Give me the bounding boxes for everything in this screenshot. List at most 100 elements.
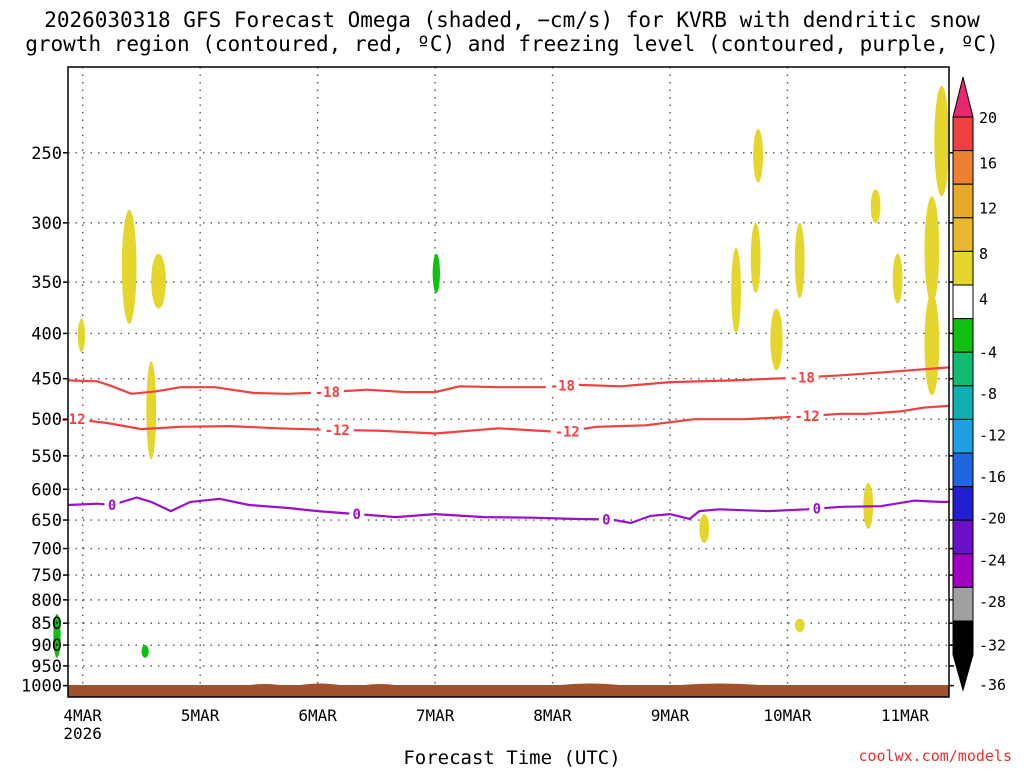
y-tick-label: 550: [31, 447, 62, 467]
terrain-bar: [68, 683, 949, 697]
colorbar-segment: [952, 183, 974, 219]
y-tick-label: 700: [31, 540, 62, 560]
colorbar-segment: [952, 217, 974, 252]
contour-label-bg: [320, 421, 354, 437]
y-tick-label: 350: [31, 273, 62, 293]
omega-shaded-region: [794, 618, 805, 633]
colorbar-segment: [952, 150, 974, 185]
contour-label: -12: [794, 409, 819, 425]
plot-frame: [67, 66, 950, 698]
y-tick-label: 800: [31, 591, 62, 611]
omega-shaded-region: [924, 292, 940, 396]
colorbar-segment: [952, 116, 974, 152]
colorbar-label: -16: [979, 468, 1006, 486]
x-tick-label: 7MAR: [416, 706, 455, 725]
colorbar-label: -24: [979, 551, 1006, 569]
x-tick-label: 11MAR: [881, 706, 930, 725]
chart-title: 2026030318 GFS Forecast Omega (shaded, −…: [0, 8, 1024, 56]
omega-shaded-region: [53, 614, 61, 658]
colorbar-label: -32: [979, 636, 1006, 654]
colorbar-segment: [952, 452, 974, 488]
y-tick-label: 1000: [21, 677, 62, 697]
colorbar-segment: [952, 250, 974, 286]
contour-label-bg: [790, 407, 824, 423]
colorbar-bottom-arrow: [952, 654, 974, 692]
colorbar-segment: [952, 553, 974, 588]
colorbar-label: 20: [979, 109, 997, 127]
omega-shaded-region: [432, 253, 440, 293]
y-tick-label: 750: [31, 566, 62, 586]
contour-label: -12: [555, 424, 580, 440]
x-tick-label: 10MAR: [763, 706, 812, 725]
colorbar-segment: [952, 586, 974, 622]
contour-label-bg: [785, 369, 819, 385]
colorbar-segment: [952, 486, 974, 521]
colorbar-label: -28: [979, 593, 1006, 611]
colorbar-segment: [952, 351, 974, 387]
contour-label-bg: [550, 423, 584, 439]
omega-shaded-region: [753, 128, 764, 183]
y-tick-label: 400: [31, 324, 62, 344]
colorbar-segment: [952, 284, 974, 320]
contour-label-bg: [104, 496, 120, 512]
x-axis-label: Forecast Time (UTC): [403, 747, 621, 769]
omega-shading: [53, 85, 949, 658]
colorbar-label: 12: [979, 200, 997, 218]
y-tick-label: 250: [31, 144, 62, 164]
y-tick-label: 300: [31, 214, 62, 234]
omega-shaded-region: [151, 253, 166, 309]
omega-shaded-region: [770, 308, 783, 371]
y-tick-label: 650: [31, 511, 62, 531]
contour-label: -12: [325, 423, 350, 439]
y-axis: 2503003504004505005506006507007508008509…: [21, 144, 954, 697]
colorbar-label: 4: [979, 290, 988, 308]
contour-label: -18: [550, 379, 575, 395]
x-tick-label: 8MAR: [533, 706, 572, 725]
omega-shaded-region: [731, 247, 741, 334]
contour-label: 0: [602, 512, 610, 528]
contour-label-bg: [545, 377, 579, 393]
colorbar-segment: [952, 385, 974, 420]
colorbar-segment: [952, 519, 974, 555]
colorbar-label: -8: [979, 385, 997, 403]
x-tick-label: 9MAR: [651, 706, 690, 725]
y-tick-label: 450: [31, 370, 62, 390]
y-tick-label: 850: [31, 614, 62, 634]
temperature-contours: -18 -18 -18 -12 -12 -12 -12 0 0 0 0: [56, 366, 950, 528]
contour-label-bg: [809, 500, 825, 516]
y-tick-label: 600: [31, 480, 62, 500]
omega-shaded-region: [121, 209, 137, 324]
contour-label-bg: [349, 506, 365, 522]
omega-shaded-region: [750, 222, 761, 293]
contour-label-bg: [56, 411, 90, 427]
colorbar-label: 16: [979, 154, 997, 172]
omega-shaded-region: [77, 318, 86, 353]
x-tick-label: 4MAR: [63, 706, 102, 725]
x-tick-label: 5MAR: [181, 706, 220, 725]
contour-label: -12: [60, 412, 85, 428]
omega-shaded-region: [141, 645, 149, 658]
colorbar-segment: [952, 418, 974, 454]
omega-shaded-region: [699, 514, 710, 544]
colorbar-label: -36: [979, 676, 1006, 694]
omega-shaded-region: [794, 222, 805, 299]
colorbar: 20 16 12 8 4 -4 -8 -12 -16 -20 -24 -28 -32 -36: [952, 76, 1006, 694]
contour-label: -18: [790, 370, 815, 386]
omega-shaded-region: [892, 253, 903, 304]
colorbar-label: -4: [979, 343, 997, 361]
title-line-2: growth region (contoured, red, ºC) and f…: [25, 32, 999, 56]
colorbar-segment: [952, 620, 974, 656]
omega-shaded-region: [146, 361, 157, 460]
contour-label: 0: [108, 498, 116, 514]
contour-label-bg: [598, 511, 614, 527]
contour-label-bg: [310, 384, 344, 400]
colorbar-label: -12: [979, 427, 1006, 445]
contour-label: 0: [813, 502, 821, 518]
y-tick-label: 900: [31, 636, 62, 656]
omega-shaded-region: [934, 85, 949, 197]
colorbar-label: 8: [979, 245, 988, 263]
title-line-1: 2026030318 GFS Forecast Omega (shaded, −…: [44, 8, 980, 32]
contour-line--18: [67, 366, 950, 395]
